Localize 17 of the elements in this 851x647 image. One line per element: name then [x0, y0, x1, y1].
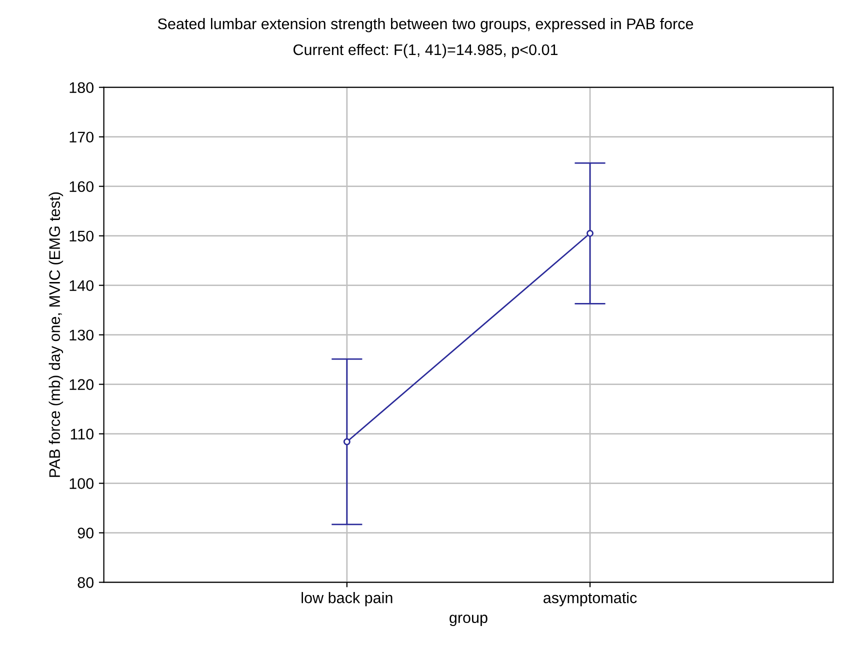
y-tick-label: 80	[78, 577, 94, 588]
y-tick-label: 150	[70, 230, 94, 242]
chart-title: Seated lumbar extension strength between two groups, expressed in PAB force	[158, 18, 694, 32]
y-tick-label: 100	[70, 478, 94, 489]
y-tick-label: 140	[70, 280, 94, 292]
x-axis-title: group	[450, 614, 488, 626]
y-axis-title: PAB force (mb) day one, MVIC (EMG test)	[48, 192, 64, 477]
y-tick-label: 130	[70, 330, 94, 341]
y-tick-label: 170	[70, 132, 94, 143]
y-tick-label: 180	[70, 82, 94, 94]
y-tick-label: 90	[78, 528, 94, 538]
y-tick-label: 160	[70, 181, 94, 192]
y-tick-label: 110	[70, 428, 94, 440]
y-tick-label: 120	[70, 379, 94, 390]
x-tick-label: asymptomatic	[544, 592, 637, 606]
chart-subtitle: Current effect: F(1, 41)=14.985, p<0.01	[294, 44, 558, 58]
x-tick-label: low back pain	[302, 592, 392, 606]
